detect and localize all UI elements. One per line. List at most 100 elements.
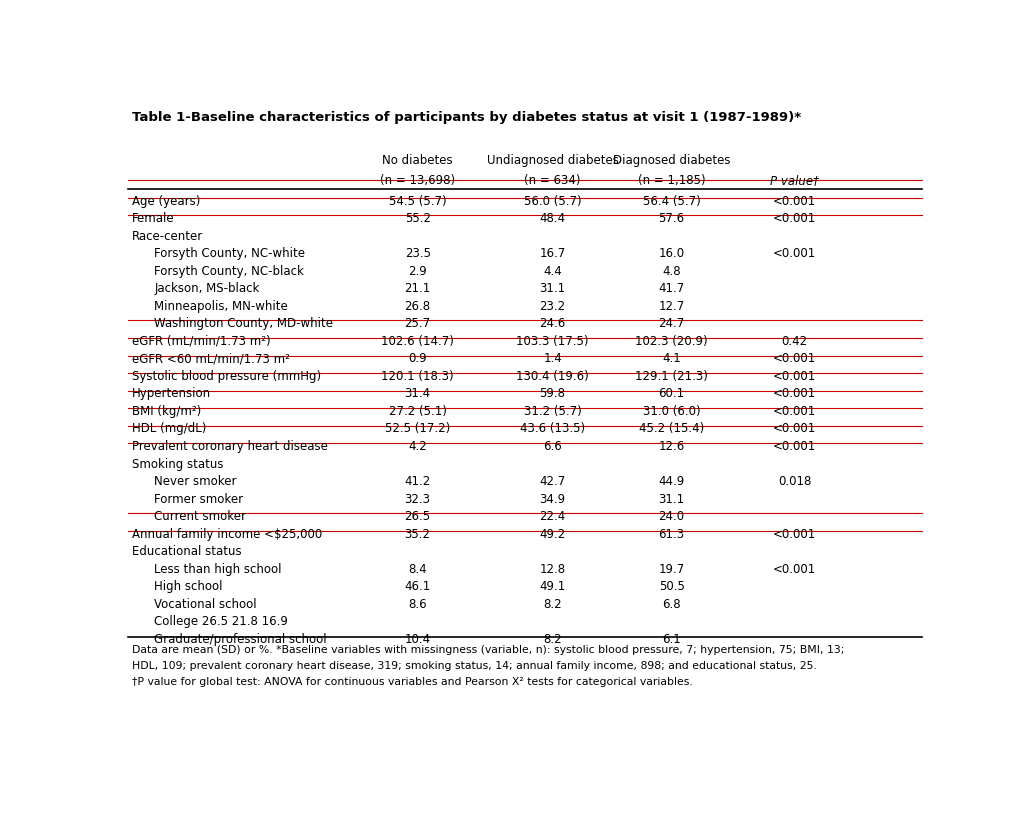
Text: Educational status: Educational status	[132, 546, 242, 559]
Text: 61.3: 61.3	[658, 528, 685, 541]
Text: BMI (kg/m²): BMI (kg/m²)	[132, 405, 202, 418]
Text: (n = 1,185): (n = 1,185)	[638, 174, 706, 187]
Text: 43.6 (13.5): 43.6 (13.5)	[520, 423, 585, 436]
Text: 129.1 (21.3): 129.1 (21.3)	[635, 370, 708, 383]
Text: 27.2 (5.1): 27.2 (5.1)	[389, 405, 446, 418]
Text: Annual family income <$25,000: Annual family income <$25,000	[132, 528, 323, 541]
Text: 45.2 (15.4): 45.2 (15.4)	[639, 423, 705, 436]
Text: 54.5 (5.7): 54.5 (5.7)	[389, 194, 446, 207]
Text: 10.4: 10.4	[404, 633, 431, 646]
Text: 12.8: 12.8	[540, 563, 565, 576]
Text: 19.7: 19.7	[658, 563, 685, 576]
Text: Jackson, MS-black: Jackson, MS-black	[155, 282, 259, 295]
Text: 46.1: 46.1	[404, 580, 431, 593]
Text: Forsyth County, NC-black: Forsyth County, NC-black	[155, 265, 304, 278]
Text: <0.001: <0.001	[773, 212, 816, 225]
Text: Forsyth County, NC-white: Forsyth County, NC-white	[155, 247, 305, 260]
Text: Minneapolis, MN-white: Minneapolis, MN-white	[155, 300, 288, 313]
Text: 16.0: 16.0	[658, 247, 685, 260]
Text: 130.4 (19.6): 130.4 (19.6)	[516, 370, 589, 383]
Text: <0.001: <0.001	[773, 247, 816, 260]
Text: 32.3: 32.3	[404, 493, 431, 506]
Text: †P value for global test: ANOVA for continuous variables and Pearson X² tests fo: †P value for global test: ANOVA for cont…	[132, 677, 692, 687]
Text: <0.001: <0.001	[773, 194, 816, 207]
Text: 12.6: 12.6	[658, 440, 685, 453]
Text: P value†: P value†	[770, 174, 819, 187]
Text: Table 1-Baseline characteristics of participants by diabetes status at visit 1 (: Table 1-Baseline characteristics of part…	[132, 111, 801, 124]
Text: Race-center: Race-center	[132, 229, 203, 242]
Text: 102.3 (20.9): 102.3 (20.9)	[635, 335, 708, 348]
Text: <0.001: <0.001	[773, 528, 816, 541]
Text: <0.001: <0.001	[773, 563, 816, 576]
Text: <0.001: <0.001	[773, 370, 816, 383]
Text: 52.5 (17.2): 52.5 (17.2)	[385, 423, 451, 436]
Text: Less than high school: Less than high school	[155, 563, 282, 576]
Text: 120.1 (18.3): 120.1 (18.3)	[381, 370, 454, 383]
Text: 49.1: 49.1	[540, 580, 565, 593]
Text: 6.8: 6.8	[663, 598, 681, 611]
Text: 57.6: 57.6	[658, 212, 685, 225]
Text: 48.4: 48.4	[540, 212, 565, 225]
Text: 4.2: 4.2	[409, 440, 427, 453]
Text: 42.7: 42.7	[540, 475, 565, 488]
Text: 31.0 (6.0): 31.0 (6.0)	[643, 405, 700, 418]
Text: 8.6: 8.6	[409, 598, 427, 611]
Text: Washington County, MD-white: Washington County, MD-white	[155, 317, 333, 330]
Text: 41.7: 41.7	[658, 282, 685, 295]
Text: HDL (mg/dL): HDL (mg/dL)	[132, 423, 207, 436]
Text: 0.42: 0.42	[781, 335, 808, 348]
Text: <0.001: <0.001	[773, 440, 816, 453]
Text: No diabetes: No diabetes	[382, 154, 453, 167]
Text: HDL, 109; prevalent coronary heart disease, 319; smoking status, 14; annual fami: HDL, 109; prevalent coronary heart disea…	[132, 661, 817, 671]
Text: 55.2: 55.2	[404, 212, 431, 225]
Text: 8.2: 8.2	[544, 598, 562, 611]
Text: Former smoker: Former smoker	[155, 493, 244, 506]
Text: (n = 634): (n = 634)	[524, 174, 581, 187]
Text: 102.6 (14.7): 102.6 (14.7)	[381, 335, 454, 348]
Text: High school: High school	[155, 580, 222, 593]
Text: 2.9: 2.9	[409, 265, 427, 278]
Text: 16.7: 16.7	[540, 247, 565, 260]
Text: 0.018: 0.018	[778, 475, 811, 488]
Text: eGFR (mL/min/1.73 m²): eGFR (mL/min/1.73 m²)	[132, 335, 270, 348]
Text: College 26.5 21.8 16.9: College 26.5 21.8 16.9	[155, 615, 288, 628]
Text: 6.6: 6.6	[543, 440, 562, 453]
Text: 34.9: 34.9	[540, 493, 565, 506]
Text: 50.5: 50.5	[658, 580, 685, 593]
Text: 56.0 (5.7): 56.0 (5.7)	[523, 194, 582, 207]
Text: 26.5: 26.5	[404, 510, 431, 523]
Text: 8.4: 8.4	[409, 563, 427, 576]
Text: (n = 13,698): (n = 13,698)	[380, 174, 456, 187]
Text: <0.001: <0.001	[773, 423, 816, 436]
Text: Current smoker: Current smoker	[155, 510, 246, 523]
Text: <0.001: <0.001	[773, 405, 816, 418]
Text: 6.1: 6.1	[663, 633, 681, 646]
Text: 41.2: 41.2	[404, 475, 431, 488]
Text: 23.5: 23.5	[404, 247, 431, 260]
Text: 56.4 (5.7): 56.4 (5.7)	[643, 194, 700, 207]
Text: 8.2: 8.2	[544, 633, 562, 646]
Text: 44.9: 44.9	[658, 475, 685, 488]
Text: 35.2: 35.2	[404, 528, 431, 541]
Text: 4.1: 4.1	[663, 352, 681, 365]
Text: 1.4: 1.4	[543, 352, 562, 365]
Text: 12.7: 12.7	[658, 300, 685, 313]
Text: 26.8: 26.8	[404, 300, 431, 313]
Text: Prevalent coronary heart disease: Prevalent coronary heart disease	[132, 440, 328, 453]
Text: 60.1: 60.1	[658, 388, 685, 401]
Text: 24.6: 24.6	[540, 317, 565, 330]
Text: 31.1: 31.1	[540, 282, 565, 295]
Text: <0.001: <0.001	[773, 352, 816, 365]
Text: Graduate/professional school: Graduate/professional school	[155, 633, 327, 646]
Text: Undiagnosed diabetes: Undiagnosed diabetes	[486, 154, 618, 167]
Text: 0.9: 0.9	[409, 352, 427, 365]
Text: Data are mean (SD) or %. *Baseline variables with missingness (variable, n): sys: Data are mean (SD) or %. *Baseline varia…	[132, 645, 845, 654]
Text: 59.8: 59.8	[540, 388, 565, 401]
Text: 4.8: 4.8	[663, 265, 681, 278]
Text: 31.2 (5.7): 31.2 (5.7)	[523, 405, 582, 418]
Text: 49.2: 49.2	[540, 528, 565, 541]
Text: 103.3 (17.5): 103.3 (17.5)	[516, 335, 589, 348]
Text: 23.2: 23.2	[540, 300, 565, 313]
Text: Never smoker: Never smoker	[155, 475, 237, 488]
Text: Vocational school: Vocational school	[155, 598, 257, 611]
